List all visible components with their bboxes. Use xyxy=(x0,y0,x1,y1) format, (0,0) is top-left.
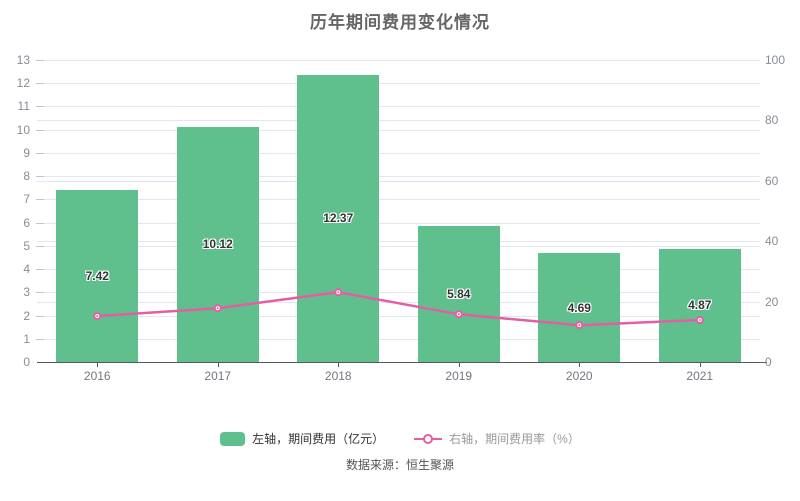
y-axis-left-label-11: 11 xyxy=(17,99,30,114)
x-axis-label-2017: 2017 xyxy=(204,369,232,383)
rate-marker-dot-2016 xyxy=(96,315,99,318)
y-axis-left-label-3: 3 xyxy=(23,285,30,300)
y-axis-left-tick-6 xyxy=(36,222,44,224)
legend: 左轴，期间费用（亿元） 右轴，期间费用率（%） xyxy=(0,430,800,447)
y-axis-left-label-9: 9 xyxy=(23,145,30,160)
x-axis-line xyxy=(37,362,768,363)
y-axis-right-label-80: 80 xyxy=(765,113,779,128)
y-axis-left-tick-2 xyxy=(36,315,44,317)
y-axis-left-label-8: 8 xyxy=(23,169,30,184)
bar-value-label-2021: 4.87 xyxy=(688,298,712,313)
y-axis-left-label-5: 5 xyxy=(23,238,30,253)
rate-marker-dot-2018 xyxy=(337,291,340,294)
bar-swatch-icon xyxy=(220,431,246,446)
y-axis-right-label-60: 60 xyxy=(765,173,779,188)
y-axis-left-tick-13 xyxy=(36,60,44,61)
y-axis-right-label-40: 40 xyxy=(765,234,779,249)
x-axis-tick-2020 xyxy=(579,362,581,367)
bar-value-label-2019: 5.84 xyxy=(447,287,471,302)
y-axis-left-tick-11 xyxy=(36,106,44,108)
x-axis-label-2020: 2020 xyxy=(565,369,593,383)
y-axis-left-tick-8 xyxy=(36,176,44,178)
bar-2019[interactable] xyxy=(417,226,500,362)
bar-value-label-2017: 10.12 xyxy=(202,237,233,252)
bar-2017[interactable] xyxy=(176,126,259,362)
y-axis-left-tick-3 xyxy=(36,292,44,294)
rate-line-layer xyxy=(93,288,704,330)
y-axis-left-label-6: 6 xyxy=(23,215,30,230)
legend-line-label: 右轴，期间费用率（%） xyxy=(449,432,580,446)
legend-item-expense-bar[interactable]: 左轴，期间费用（亿元） xyxy=(220,430,384,447)
y-axis-left-tick-10 xyxy=(36,129,44,131)
data-source: 数据来源：恒生聚源 xyxy=(345,458,454,472)
y-axis-left-label-2: 2 xyxy=(23,308,30,323)
expense-rate-line xyxy=(97,290,700,327)
y-axis-left-label-1: 1 xyxy=(23,331,30,346)
x-axis-tick-2019 xyxy=(458,362,460,367)
x-axis-label-2019: 2019 xyxy=(445,369,473,383)
y-axis-left-tick-4 xyxy=(36,269,44,271)
x-axis-label-2016: 2016 xyxy=(83,369,111,383)
y-axis-left-tick-1 xyxy=(36,338,44,340)
y-axis-right-label-0: 0 xyxy=(765,355,772,369)
y-axis-left-tick-5 xyxy=(36,245,44,247)
bar-2018[interactable] xyxy=(297,74,380,362)
x-axis-tick-2017 xyxy=(217,362,219,367)
y-axis-left-tick-12 xyxy=(36,83,44,85)
bar-value-label-2020: 4.69 xyxy=(567,300,591,315)
y-axis-right-label-100: 100 xyxy=(765,53,786,67)
bar-value-label-2016: 7.42 xyxy=(85,268,109,283)
legend-item-rate-line[interactable]: 右轴，期间费用率（%） xyxy=(414,430,580,447)
y-axis-left-label-10: 10 xyxy=(16,122,30,137)
y-axis-left-tick-7 xyxy=(36,199,44,201)
y-axis-left-label-12: 12 xyxy=(16,76,30,91)
rate-marker-dot-2021 xyxy=(698,319,701,322)
bar-2016[interactable] xyxy=(56,189,139,362)
plot-area: 7.42 10.12 12.37 5.84 4.69 4.87 xyxy=(37,60,768,363)
x-axis-tick-2021 xyxy=(699,362,701,367)
y-axis-left-label-7: 7 xyxy=(23,192,30,207)
rate-marker-dot-2020 xyxy=(578,324,581,327)
chart-title: 历年期间费用变化情况 xyxy=(310,13,490,32)
y-axis-right-label-20: 20 xyxy=(765,294,779,309)
x-axis-tick-2018 xyxy=(338,362,340,367)
y-axis-left-label-0: 0 xyxy=(23,355,30,369)
rate-marker-dot-2019 xyxy=(457,313,460,316)
line-marker-icon xyxy=(414,432,443,446)
y-axis-left-tick-9 xyxy=(36,152,44,154)
bar-value-label-2018: 12.37 xyxy=(323,211,354,226)
y-axis-left-label-13: 13 xyxy=(16,53,30,67)
x-axis-tick-2016 xyxy=(97,362,99,367)
x-axis-label-2018: 2018 xyxy=(324,369,352,383)
x-axis-label-2021: 2021 xyxy=(686,369,714,383)
bar-2020[interactable] xyxy=(538,253,621,362)
line-ring-icon xyxy=(423,433,434,444)
rate-marker-dot-2017 xyxy=(216,307,219,310)
y-axis-left-label-4: 4 xyxy=(23,262,30,277)
legend-bar-label: 左轴，期间费用（亿元） xyxy=(252,432,385,446)
bar-2021[interactable] xyxy=(658,248,741,362)
